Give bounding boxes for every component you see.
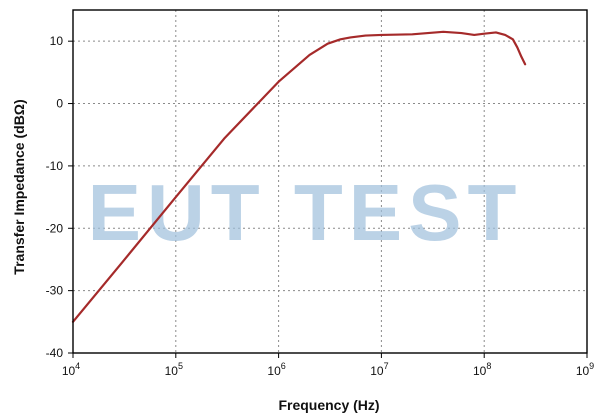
y-axis-title: Transfer Impedance (dBΩ)	[11, 99, 27, 274]
y-tick-label: -20	[46, 221, 64, 235]
y-tick-label: -30	[46, 284, 64, 298]
x-axis-ticks: 104 105 106 107 108 109	[62, 353, 594, 378]
x-tick-label: 109	[576, 361, 594, 378]
watermark-text: EUT TEST	[88, 168, 523, 257]
x-tick-label: 105	[165, 361, 183, 378]
x-tick-label: 107	[370, 361, 388, 378]
series-line	[71, 30, 527, 323]
x-tick-label: 104	[62, 361, 80, 378]
y-tick-label: 0	[56, 97, 63, 111]
y-tick-label: 10	[50, 34, 64, 48]
x-tick-label: 108	[473, 361, 491, 378]
y-axis-ticks: 10 0 -10 -20 -30 -40	[46, 34, 73, 360]
y-tick-label: -10	[46, 159, 64, 173]
y-tick-label: -40	[46, 346, 64, 360]
plot-frame	[72, 9, 588, 354]
x-axis-title: Frequency (Hz)	[278, 397, 379, 413]
series-layer	[71, 30, 527, 323]
grid	[73, 10, 587, 353]
x-tick-label: 106	[267, 361, 285, 378]
